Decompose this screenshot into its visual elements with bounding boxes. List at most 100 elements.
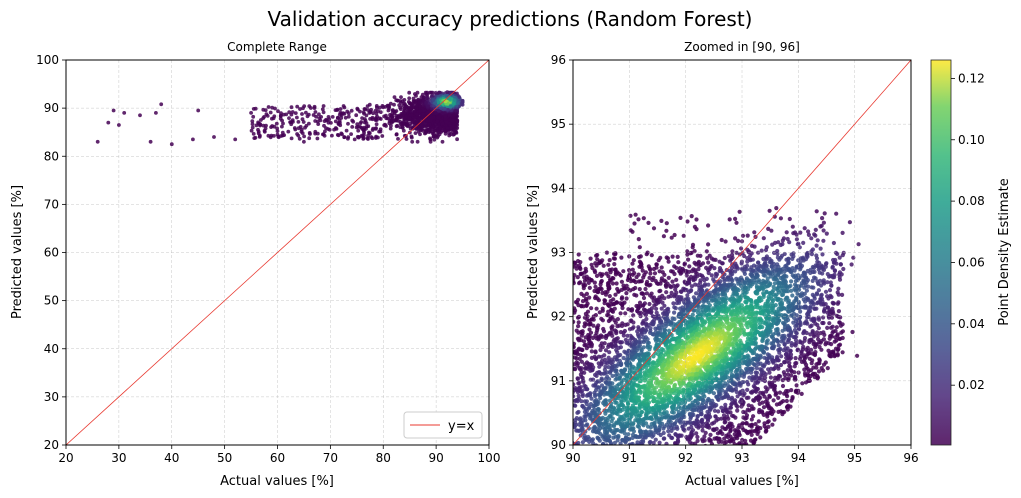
- panel2-point: [619, 255, 624, 260]
- panel1-point: [414, 112, 419, 117]
- panel1-point: [453, 127, 458, 132]
- panel1-point: [376, 135, 380, 140]
- panel2-point: [631, 258, 636, 263]
- legend-box: [403, 411, 483, 439]
- panel1-point: [414, 127, 419, 131]
- panel2-point: [576, 252, 581, 257]
- panel2-point: [784, 392, 789, 397]
- panel2-point: [664, 441, 669, 445]
- panel2-point: [573, 403, 578, 408]
- panel1-point: [453, 108, 458, 113]
- panel2-point: [793, 361, 798, 366]
- panel2-point: [823, 302, 828, 307]
- panel1-point: [341, 104, 346, 108]
- panel2-point: [614, 368, 619, 373]
- panel2-title: Zoomed in [90, 96]: [684, 40, 800, 54]
- panel1-point: [381, 105, 386, 110]
- panel2-point: [702, 434, 707, 439]
- panel1-point: [436, 108, 441, 113]
- panel2-point: [801, 329, 807, 335]
- panel2-point: [595, 326, 600, 331]
- panel2-point: [589, 355, 595, 360]
- panel2-point: [699, 273, 705, 278]
- panel1-point: [304, 123, 309, 128]
- panel2-point: [606, 274, 611, 279]
- panel2-point: [595, 252, 600, 258]
- panel1-ytick-label: 30: [44, 390, 59, 404]
- panel1-xtick-label: 60: [270, 451, 285, 465]
- panel1-point: [426, 104, 430, 109]
- panel2-point: [700, 424, 705, 429]
- panel2-point: [770, 422, 775, 427]
- panel2-point: [801, 358, 807, 364]
- panel2-point: [593, 261, 598, 266]
- panel2-point: [773, 375, 778, 380]
- panel2-point: [761, 405, 767, 410]
- panel-zoomed: Zoomed in [90, 96] 90 91 92 93 94 95 969091929…: [526, 40, 919, 489]
- panel2-point: [609, 327, 615, 332]
- panel2-point: [735, 432, 740, 438]
- panel1-point: [410, 108, 414, 113]
- panel1-point: [335, 107, 340, 112]
- panel1-point: [424, 96, 429, 100]
- panel2-point: [644, 291, 650, 296]
- panel2-point: [700, 439, 706, 444]
- panel2-point: [694, 431, 699, 436]
- panel2-point: [764, 428, 769, 433]
- panel2-point: [652, 271, 658, 276]
- panel2-point: [662, 272, 667, 277]
- panel2-point: [720, 408, 726, 413]
- panel1-point: [341, 111, 346, 115]
- panel2-point: [620, 302, 625, 307]
- panel2-point: [582, 370, 587, 375]
- panel2-point: [584, 360, 590, 365]
- panel2-point: [706, 260, 711, 265]
- panel1-point: [319, 115, 323, 119]
- panel2-point: [697, 424, 702, 429]
- panel1-point: [276, 109, 280, 114]
- panel2-point: [700, 428, 705, 433]
- panel2-point: [593, 349, 598, 354]
- panel2-point: [825, 294, 830, 299]
- panel2-point: [648, 293, 653, 298]
- panel2-point: [672, 310, 677, 315]
- panel1-point: [421, 115, 425, 120]
- panel2-point: [827, 336, 832, 341]
- panel1-point: [370, 115, 375, 120]
- panel1-point: [159, 102, 164, 107]
- panel2-point: [635, 308, 640, 313]
- panel2-point: [818, 340, 823, 345]
- panel2-point: [712, 266, 717, 271]
- panel2-point: [814, 330, 820, 335]
- panel2-point: [582, 324, 587, 329]
- panel2-point: [578, 372, 584, 377]
- panel2-point: [817, 344, 822, 350]
- panel2-point: [805, 373, 811, 378]
- panel2-point: [713, 283, 718, 288]
- panel1-point: [268, 110, 273, 115]
- panel2-point: [648, 267, 653, 272]
- panel2-point: [829, 342, 834, 347]
- figure-title: Validation accuracy predictions (Random …: [268, 7, 753, 31]
- panel2-point: [708, 438, 713, 443]
- panel1-point: [300, 131, 305, 136]
- panel1-point: [445, 90, 450, 95]
- panel1-point: [421, 99, 426, 104]
- panel2-point: [608, 299, 613, 304]
- panel2-point: [639, 291, 644, 296]
- panel2-point: [735, 408, 740, 413]
- panel2-point: [788, 365, 793, 370]
- panel1-ytick-label: 100: [36, 53, 59, 67]
- panel1-point: [358, 121, 363, 126]
- panel2-point: [702, 278, 707, 283]
- panel2-point: [614, 300, 619, 305]
- panel2-point: [612, 262, 617, 267]
- panel2-point: [666, 294, 671, 299]
- panel2-point: [584, 298, 589, 303]
- panel1-point: [448, 126, 453, 130]
- panel1-point: [447, 131, 452, 135]
- panel1-point: [315, 119, 320, 124]
- panel2-point: [722, 420, 727, 425]
- panel1-point: [355, 106, 360, 111]
- panel2-point: [766, 424, 771, 429]
